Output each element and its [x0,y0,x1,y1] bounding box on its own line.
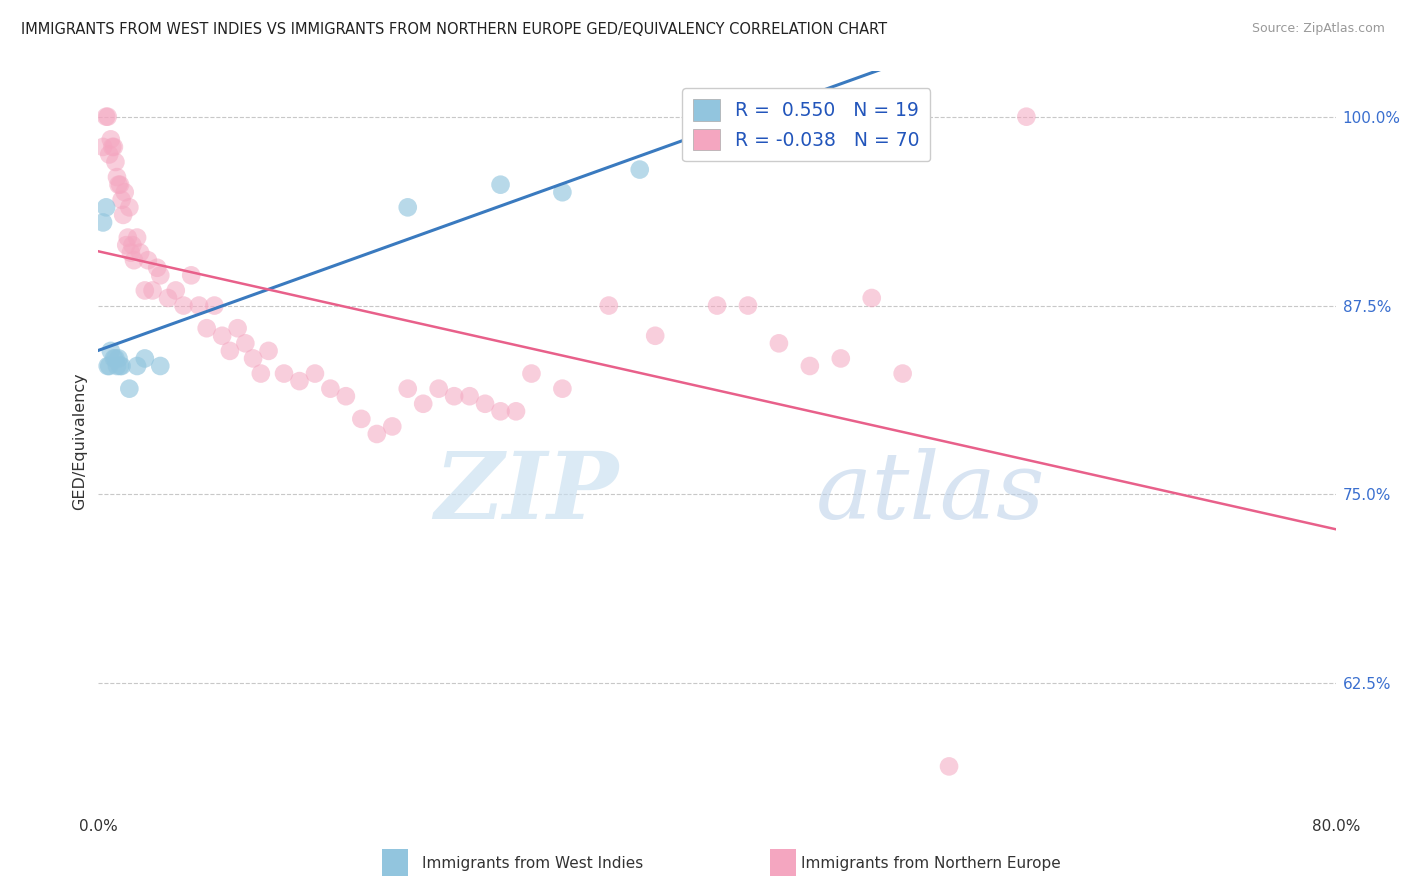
Point [120,245,142,260]
Point [149,359,172,373]
Bar [770,849,796,876]
Point [91,215,114,229]
Point [157,291,180,305]
Point [235,336,257,351]
Point [134,351,156,366]
Text: atlas: atlas [815,449,1046,539]
Point [204,299,226,313]
Point [111,193,132,207]
Point [443,389,465,403]
Point [768,336,790,351]
Text: Source: ZipAtlas.com: Source: ZipAtlas.com [1251,22,1385,36]
Point [108,359,131,373]
Point [273,367,295,381]
Point [737,299,759,313]
Point [288,374,311,388]
Text: Immigrants from West Indies: Immigrants from West Indies [422,856,643,871]
Point [366,427,388,442]
Point [551,382,574,396]
Point [350,412,373,426]
Point [1015,110,1038,124]
Point [598,299,620,313]
Point [100,343,122,358]
Point [107,351,129,366]
Point [242,351,264,366]
Point [551,186,574,200]
Point [104,155,127,169]
Point [127,230,149,244]
Point [149,268,172,283]
Point [146,260,169,275]
Point [103,140,125,154]
Point [427,382,450,396]
Point [799,359,821,373]
Point [91,140,114,154]
Point [122,253,145,268]
Point [396,382,419,396]
Point [107,178,129,192]
Point [114,186,136,200]
Point [195,321,218,335]
Point [250,367,273,381]
Point [319,382,342,396]
Point [257,343,280,358]
Point [165,284,187,298]
Point [180,268,202,283]
Point [830,351,852,366]
Point [505,404,527,418]
Point [129,245,152,260]
Point [219,343,242,358]
Point [520,367,543,381]
Point [104,351,127,366]
Text: IMMIGRANTS FROM WEST INDIES VS IMMIGRANTS FROM NORTHERN EUROPE GED/EQUIVALENCY C: IMMIGRANTS FROM WEST INDIES VS IMMIGRANT… [21,22,887,37]
Point [98,147,121,161]
Point [111,359,132,373]
Point [98,359,121,373]
Point [112,208,135,222]
Point [412,397,434,411]
Point [335,389,357,403]
Point [121,238,143,252]
Point [141,284,165,298]
Point [474,397,496,411]
Legend: R =  0.550   N = 19, R = -0.038   N = 70: R = 0.550 N = 19, R = -0.038 N = 70 [682,88,931,161]
Point [117,230,139,244]
Point [108,178,131,192]
Point [644,328,666,343]
Point [172,299,194,313]
Point [97,110,120,124]
Point [105,170,128,185]
Point [706,299,728,313]
Point [211,328,233,343]
Point [118,200,141,214]
Point [628,162,651,177]
Point [101,140,124,154]
Point [304,367,326,381]
Text: ZIP: ZIP [434,449,619,539]
Point [127,359,149,373]
Point [105,359,128,373]
Point [97,359,120,373]
Point [115,238,138,252]
Point [100,132,122,146]
Point [891,367,914,381]
Bar [382,849,408,876]
Y-axis label: GED/Equivalency: GED/Equivalency [72,373,87,510]
Point [938,759,960,773]
Point [396,200,419,214]
Point [136,253,159,268]
Point [860,291,883,305]
Point [489,404,512,418]
Point [458,389,481,403]
Point [118,382,141,396]
Point [226,321,249,335]
Point [381,419,404,434]
Point [96,200,118,214]
Point [134,284,156,298]
Point [96,110,118,124]
Point [489,178,512,192]
Point [103,351,125,366]
Point [188,299,211,313]
Text: Immigrants from Northern Europe: Immigrants from Northern Europe [801,856,1062,871]
